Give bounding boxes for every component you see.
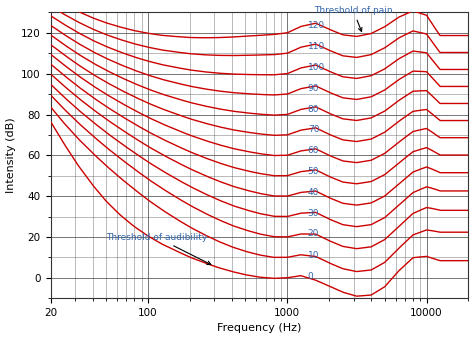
Text: 30: 30 — [308, 208, 319, 218]
Text: 110: 110 — [308, 42, 325, 51]
X-axis label: Frequency (Hz): Frequency (Hz) — [217, 323, 302, 334]
Text: 20: 20 — [308, 230, 319, 239]
Text: 100: 100 — [308, 63, 325, 72]
Text: 0: 0 — [308, 272, 313, 281]
Text: 10: 10 — [308, 251, 319, 260]
Text: 40: 40 — [308, 188, 319, 197]
Text: 70: 70 — [308, 125, 319, 134]
Text: 120: 120 — [308, 21, 325, 31]
Y-axis label: Intensity (dB): Intensity (dB) — [6, 118, 16, 193]
Text: 50: 50 — [308, 167, 319, 176]
Text: Threshold of pain: Threshold of pain — [314, 6, 392, 32]
Text: 80: 80 — [308, 104, 319, 114]
Text: Threshold of audibility: Threshold of audibility — [106, 233, 211, 264]
Text: 60: 60 — [308, 146, 319, 155]
Text: 90: 90 — [308, 84, 319, 93]
